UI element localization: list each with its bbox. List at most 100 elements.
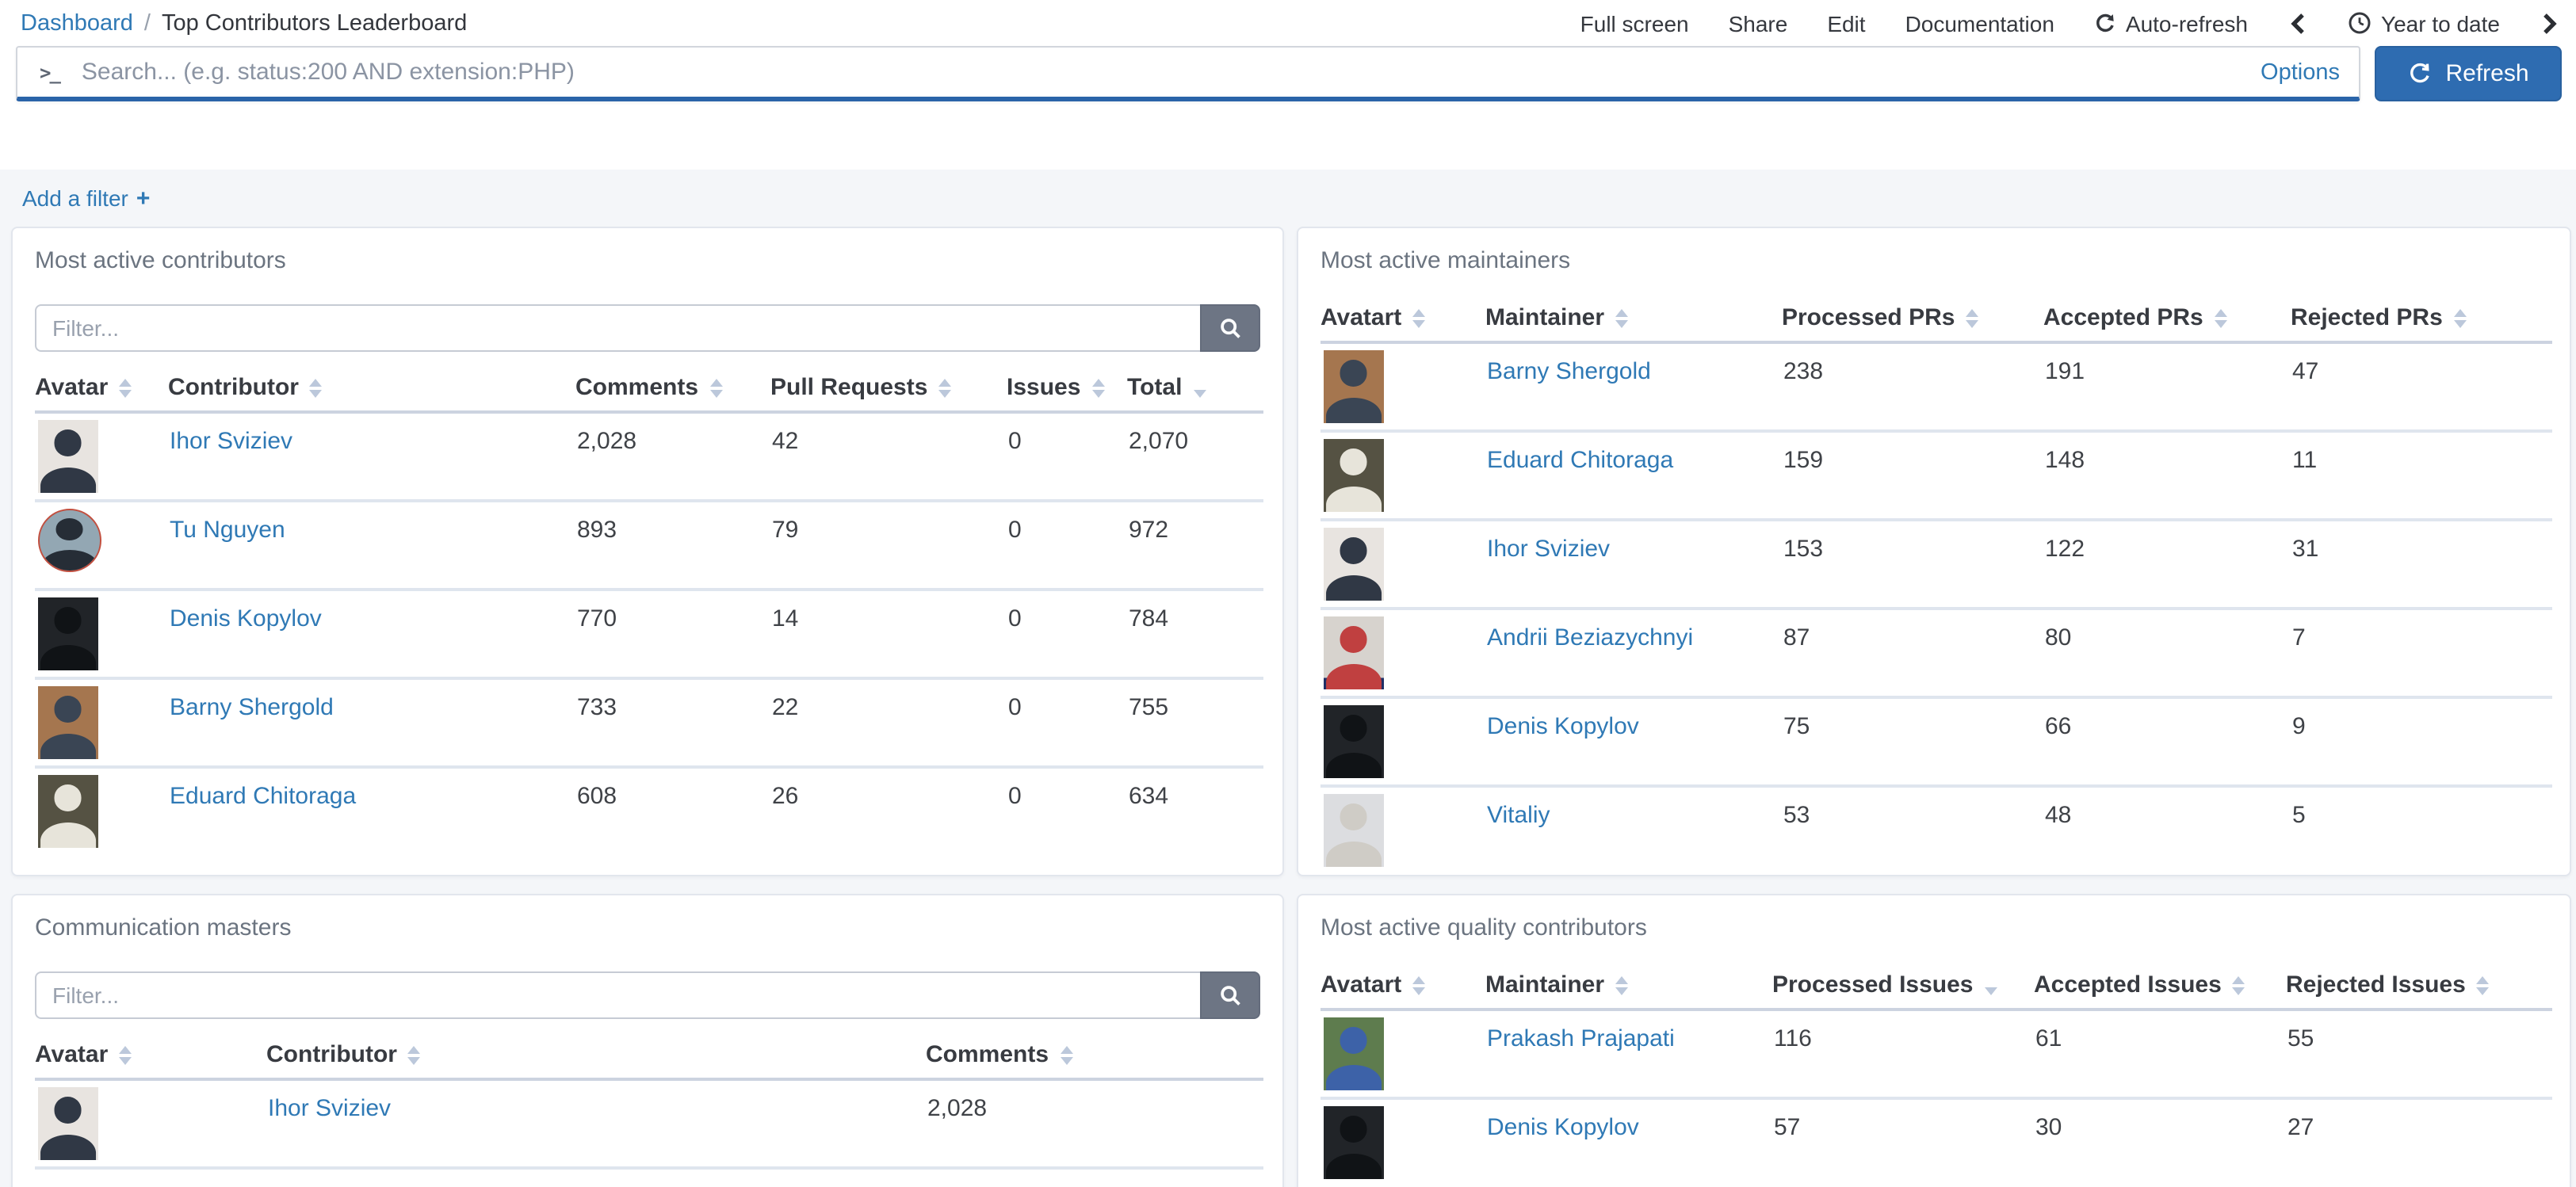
refresh-button[interactable]: Refresh [2375, 46, 2562, 101]
panel-title: Most active contributors [35, 247, 286, 274]
column-header-avatar[interactable]: Avatar [35, 374, 168, 414]
column-header-accepted-prs[interactable]: Accepted PRs [2043, 304, 2291, 344]
column-header-processed-prs[interactable]: Processed PRs [1782, 304, 2043, 344]
auto-refresh-label: Auto-refresh [2125, 10, 2248, 36]
column-header-maintainer[interactable]: Maintainer [1485, 304, 1782, 344]
column-header-label: Rejected Issues [2286, 971, 2466, 998]
contributor-link[interactable]: Ihor Sviziev [170, 428, 293, 455]
table-cell-name: Andrii Beziazychnyi [1485, 609, 1782, 697]
table-cell-value: 153 [1783, 536, 1824, 563]
table-cell-value: 770 [577, 605, 617, 632]
filter-search-button[interactable] [1200, 971, 1260, 1019]
table-row: Denis Kopylov 75 66 9 [1320, 697, 2552, 786]
avatar [1324, 1017, 1384, 1090]
table-cell-name: Denis Kopylov [1485, 1098, 1772, 1187]
column-header-issues[interactable]: Issues [1007, 374, 1127, 414]
panel-most-active-maintainers: Most active maintainers Avatart Maintaine… [1297, 227, 2571, 876]
contributor-link[interactable]: Ihor Sviziev [1487, 536, 1611, 563]
table-cell-value: 784 [1129, 605, 1169, 632]
table-row: Denis Kopylov 57 30 27 [1320, 1098, 2552, 1187]
time-next-button[interactable] [2540, 12, 2560, 34]
contributor-link[interactable]: Barny Shergold [1487, 358, 1651, 385]
table-cell-value: 0 [1008, 783, 1022, 810]
auto-refresh-button[interactable]: Auto-refresh [2094, 10, 2248, 36]
column-header-contributor[interactable]: Contributor [168, 374, 575, 414]
contributor-link[interactable]: Denis Kopylov [1487, 1114, 1639, 1141]
contributor-link[interactable]: Denis Kopylov [170, 605, 322, 632]
table-cell-value: 22 [772, 694, 799, 721]
column-header-processed-issues[interactable]: Processed Issues [1772, 971, 2034, 1011]
nav-menu: Full screen Share Edit Documentation Aut… [1580, 10, 2560, 36]
contributor-link[interactable]: Vitaliy [1487, 802, 1550, 829]
column-header-comments[interactable]: Comments [575, 374, 770, 414]
table-cell-value: 57 [1774, 1114, 1801, 1141]
column-header-avatart[interactable]: Avatart [1320, 304, 1485, 344]
time-picker-button[interactable]: Year to date [2348, 10, 2500, 36]
documentation-button[interactable]: Documentation [1905, 10, 2054, 36]
contributor-link[interactable]: Barny Shergold [170, 694, 334, 721]
avatar [38, 597, 98, 670]
table-cell-avatar [1320, 520, 1485, 609]
column-header-comments[interactable]: Comments [926, 1041, 1263, 1081]
search-input[interactable] [78, 48, 2245, 97]
column-header-label: Comments [575, 374, 699, 401]
column-header-total[interactable]: Total [1127, 374, 1263, 414]
time-prev-button[interactable] [2287, 12, 2308, 34]
column-header-pull-requests[interactable]: Pull Requests [770, 374, 1007, 414]
add-filter-link[interactable]: Add a filter + [22, 185, 150, 212]
filter-input[interactable] [35, 304, 1200, 352]
table-cell-value: 972 [1129, 517, 1169, 544]
filter-input[interactable] [35, 971, 1200, 1019]
contributor-link[interactable]: Eduard Chitoraga [170, 783, 357, 810]
column-header-avatar[interactable]: Avatar [35, 1041, 266, 1081]
share-button[interactable]: Share [1728, 10, 1788, 36]
column-header-contributor[interactable]: Contributor [266, 1041, 926, 1081]
column-header-maintainer[interactable]: Maintainer [1485, 971, 1772, 1011]
table-cell-value: 191 [2045, 358, 2085, 385]
column-header-label: Avatart [1320, 971, 1402, 998]
plus-icon: + [136, 185, 151, 212]
contributor-link[interactable]: Eduard Chitoraga [1487, 447, 1674, 474]
table-cell-name: Eduard Chitoraga [1485, 431, 1782, 520]
avatar [38, 686, 98, 759]
table-cell-value: 30 [2035, 1114, 2062, 1141]
table-cell-value: 79 [772, 517, 799, 544]
column-header-rejected-issues[interactable]: Rejected Issues [2286, 971, 2552, 1011]
options-link[interactable]: Options [2261, 59, 2340, 85]
edit-button[interactable]: Edit [1827, 10, 1866, 36]
sort-toggle-icon [2476, 976, 2490, 996]
column-header-rejected-prs[interactable]: Rejected PRs [2291, 304, 2552, 344]
table-cell-name: Tu Nguyen [168, 501, 575, 590]
contributor-link[interactable]: Ihor Sviziev [268, 1095, 392, 1122]
table-cell-value: 53 [1783, 802, 1810, 829]
contributor-link[interactable]: Andrii Beziazychnyi [1487, 624, 1694, 651]
table-cell-avatar [35, 590, 168, 678]
table-cell-value: 733 [577, 694, 617, 721]
refresh-label: Refresh [2445, 60, 2529, 87]
panel-communication-masters: Communication masters Avatar Contributor C… [11, 894, 1284, 1187]
column-header-label: Avatar [35, 1041, 109, 1068]
table-cell-avatar [1320, 342, 1485, 431]
contributor-link[interactable]: Tu Nguyen [170, 517, 285, 544]
sort-toggle-icon [1091, 379, 1105, 399]
column-header-avatart[interactable]: Avatart [1320, 971, 1485, 1011]
full-screen-button[interactable]: Full screen [1580, 10, 1689, 36]
table-cell-value: 11 [2292, 447, 2318, 474]
table-cell-name: Prakash Prajapati [1485, 1010, 1772, 1098]
table-row: Ihor Sviziev 2,028 42 0 2,070 [35, 412, 1263, 501]
column-header-label: Avatart [1320, 304, 1402, 331]
contributor-link[interactable]: Prakash Prajapati [1487, 1025, 1675, 1052]
table-row: Denis Kopylov 770 14 0 784 [35, 590, 1263, 678]
filter-search-button[interactable] [1200, 304, 1260, 352]
column-header-label: Rejected PRs [2291, 304, 2443, 331]
contributor-link[interactable]: Denis Kopylov [1487, 713, 1639, 740]
table-cell-value: 5 [2292, 802, 2306, 829]
table-cell-value: 0 [1008, 605, 1022, 632]
column-header-accepted-issues[interactable]: Accepted Issues [2034, 971, 2286, 1011]
column-header-label: Accepted Issues [2034, 971, 2222, 998]
table-row: Prakash Prajapati 116 61 55 [1320, 1010, 2552, 1098]
table-row: Ihor Sviziev 153 122 31 [1320, 520, 2552, 609]
breadcrumb-dashboard-link[interactable]: Dashboard [21, 10, 133, 36]
avatar [1324, 528, 1384, 601]
